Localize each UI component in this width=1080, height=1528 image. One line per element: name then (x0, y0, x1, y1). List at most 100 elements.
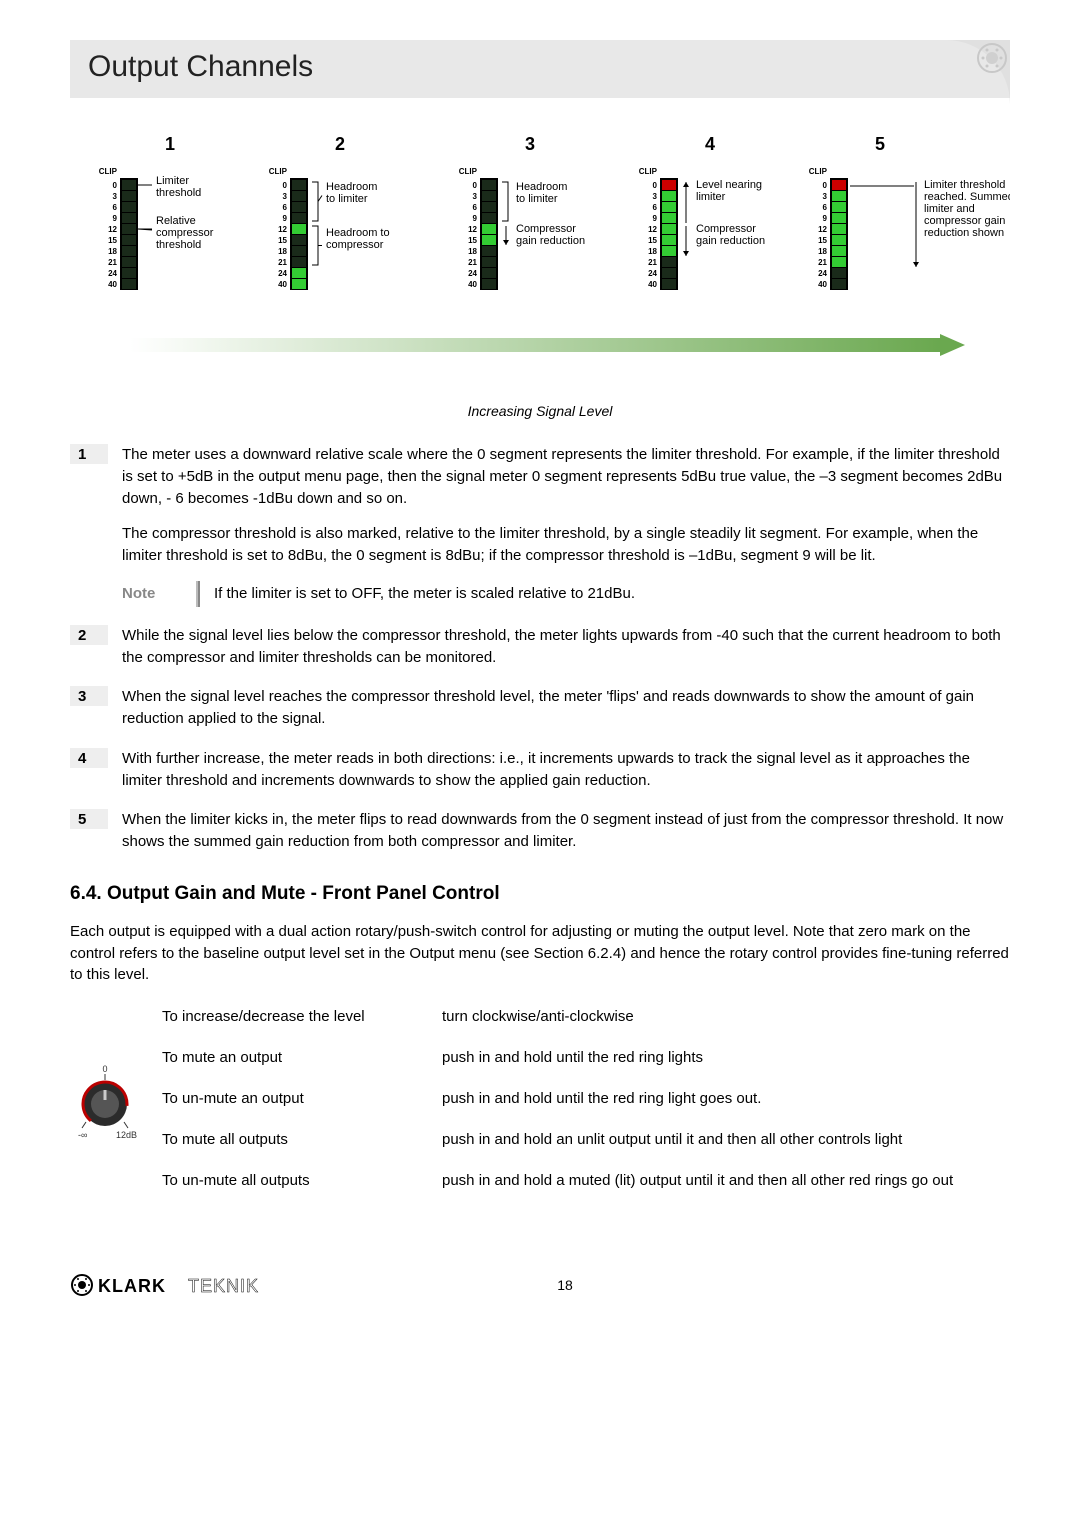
svg-text:limiter and: limiter and (924, 203, 975, 215)
item-body: With further increase, the meter reads i… (122, 748, 1010, 792)
list-item: 5 When the limiter kicks in, the meter fl… (70, 809, 1010, 853)
svg-text:3: 3 (525, 134, 535, 154)
list-item: 4 With further increase, the meter reads … (70, 748, 1010, 792)
item-body: While the signal level lies below the co… (122, 625, 1010, 669)
svg-text:3: 3 (283, 192, 288, 201)
svg-text:3: 3 (823, 192, 828, 201)
svg-text:CLIP: CLIP (269, 167, 288, 176)
svg-text:21: 21 (818, 258, 827, 267)
svg-text:18: 18 (108, 247, 117, 256)
svg-text:18: 18 (648, 247, 657, 256)
diagram-caption: Increasing Signal Level (70, 403, 1010, 419)
note-label: Note (122, 583, 192, 605)
svg-text:18: 18 (468, 247, 477, 256)
svg-text:24: 24 (108, 269, 117, 278)
svg-text:21: 21 (468, 258, 477, 267)
control-action: To un-mute an output (162, 1088, 442, 1109)
list-item: 2 While the signal level lies below the c… (70, 625, 1010, 669)
svg-text:9: 9 (653, 214, 658, 223)
svg-text:-∞: -∞ (78, 1130, 87, 1140)
svg-text:24: 24 (648, 269, 657, 278)
svg-text:9: 9 (823, 214, 828, 223)
svg-text:3: 3 (653, 192, 658, 201)
svg-text:4: 4 (705, 134, 715, 154)
svg-text:3: 3 (473, 192, 478, 201)
svg-text:0: 0 (653, 181, 658, 190)
svg-text:Headroom: Headroom (326, 181, 377, 193)
svg-text:15: 15 (108, 236, 117, 245)
control-result: push in and hold until the red ring ligh… (442, 1088, 1010, 1109)
svg-text:21: 21 (648, 258, 657, 267)
svg-text:Compressor: Compressor (516, 223, 576, 235)
control-action: To un-mute all outputs (162, 1170, 442, 1191)
item-paragraph: When the signal level reaches the compre… (122, 686, 1010, 730)
svg-text:to limiter: to limiter (516, 193, 558, 205)
svg-text:24: 24 (818, 269, 827, 278)
svg-text:12: 12 (468, 225, 477, 234)
svg-text:0: 0 (283, 181, 288, 190)
item-number: 5 (70, 809, 108, 829)
svg-text:Level nearing: Level nearing (696, 179, 762, 191)
svg-text:12: 12 (818, 225, 827, 234)
svg-text:6: 6 (283, 203, 288, 212)
item-body: The meter uses a downward relative scale… (122, 444, 1010, 607)
page-number: 18 (120, 1277, 1010, 1293)
control-rows: To increase/decrease the levelturn clock… (162, 1006, 1010, 1211)
control-action: To mute an output (162, 1047, 442, 1068)
svg-text:12: 12 (278, 225, 287, 234)
control-row: To un-mute an outputpush in and hold unt… (162, 1088, 1010, 1109)
svg-text:12: 12 (108, 225, 117, 234)
section-heading: 6.4. Output Gain and Mute - Front Panel … (70, 883, 1010, 905)
svg-text:6: 6 (823, 203, 828, 212)
svg-text:2: 2 (335, 134, 345, 154)
svg-text:15: 15 (648, 236, 657, 245)
svg-text:12: 12 (648, 225, 657, 234)
item-number: 1 (70, 444, 108, 464)
control-block: 0 -∞ 12dB To increase/decrease the level… (70, 1006, 1010, 1211)
svg-text:threshold: threshold (156, 187, 201, 199)
corner-badge-icon (946, 40, 1010, 104)
control-action: To mute all outputs (162, 1129, 442, 1150)
list-item: 3When the signal level reaches the compr… (70, 686, 1010, 730)
control-row: To mute all outputspush in and hold an u… (162, 1129, 1010, 1150)
svg-text:compressor gain: compressor gain (924, 215, 1005, 227)
svg-text:compressor: compressor (156, 227, 214, 239)
svg-text:9: 9 (113, 214, 118, 223)
control-action: To increase/decrease the level (162, 1006, 442, 1027)
page-footer: KLARK TEKNIK 18 (70, 1271, 1010, 1299)
control-result: turn clockwise/anti-clockwise (442, 1006, 1010, 1027)
svg-text:40: 40 (278, 280, 287, 289)
svg-text:15: 15 (278, 236, 287, 245)
svg-text:CLIP: CLIP (639, 167, 658, 176)
item-paragraph: When the limiter kicks in, the meter fli… (122, 809, 1010, 853)
svg-text:gain reduction: gain reduction (516, 235, 585, 247)
note-separator-icon (196, 581, 200, 607)
control-result: push in and hold until the red ring ligh… (442, 1047, 1010, 1068)
svg-text:6: 6 (473, 203, 478, 212)
svg-text:9: 9 (283, 214, 288, 223)
svg-text:Headroom to: Headroom to (326, 227, 390, 239)
svg-text:Headroom: Headroom (516, 181, 567, 193)
svg-text:6: 6 (653, 203, 658, 212)
svg-text:Compressor: Compressor (696, 223, 756, 235)
list-item: 1 The meter uses a downward relative scal… (70, 444, 1010, 607)
item-number: 4 (70, 748, 108, 768)
svg-text:compressor: compressor (326, 239, 384, 251)
title-bar: Output Channels (70, 40, 1010, 98)
control-row: To un-mute all outputspush in and hold a… (162, 1170, 1010, 1191)
section-body: Each output is equipped with a dual acti… (70, 921, 1010, 986)
svg-text:reduction shown: reduction shown (924, 227, 1004, 239)
item-paragraph: The meter uses a downward relative scale… (122, 444, 1010, 509)
svg-text:18: 18 (818, 247, 827, 256)
svg-text:21: 21 (108, 258, 117, 267)
control-result: push in and hold a muted (lit) output un… (442, 1170, 1010, 1191)
svg-text:reached. Summed: reached. Summed (924, 191, 1010, 203)
item-body: When the signal level reaches the compre… (122, 686, 1010, 730)
note-text: If the limiter is set to OFF, the meter … (214, 583, 635, 605)
svg-text:40: 40 (818, 280, 827, 289)
item-number: 2 (70, 625, 108, 645)
svg-text:24: 24 (278, 269, 287, 278)
svg-text:12dB: 12dB (116, 1130, 137, 1140)
svg-text:threshold: threshold (156, 239, 201, 251)
svg-text:limiter: limiter (696, 191, 726, 203)
